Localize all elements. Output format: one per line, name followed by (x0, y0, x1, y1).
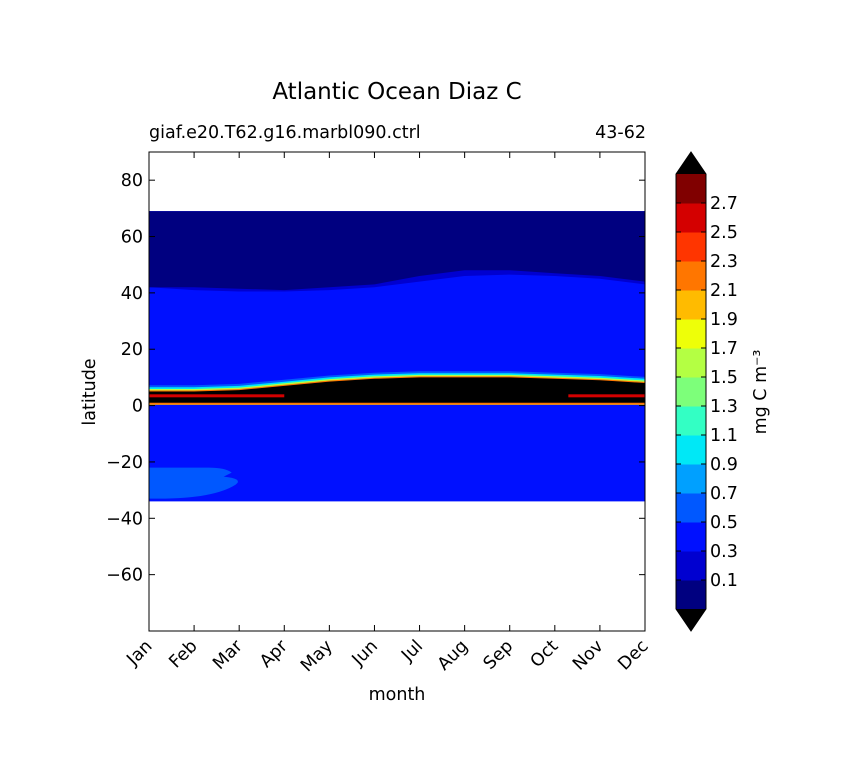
x-tick-label: Feb (166, 636, 202, 672)
colorbar-segment (676, 435, 706, 465)
colorbar-tick-label: 1.3 (710, 397, 738, 417)
colorbar-tick-label: 2.3 (710, 252, 738, 272)
colorbar-tick-label: 1.7 (710, 339, 738, 359)
axes-frame (148, 151, 646, 632)
colorbar-label: mg C m⁻³ (751, 350, 771, 435)
colorbar-segment (676, 261, 706, 291)
contour-region-north-low (149, 211, 645, 291)
x-tick-label: Jun (348, 636, 382, 670)
y-tick-label: 80 (121, 171, 143, 191)
colorbar-tick-label: 2.1 (710, 281, 738, 301)
x-tick-label: Oct (527, 636, 563, 672)
y-tick-label: 60 (121, 228, 143, 248)
contour-fields (149, 211, 645, 502)
x-tick-label: Apr (256, 636, 292, 672)
x-tick-label: Sep (480, 636, 517, 673)
contour-region-south-patch (149, 467, 238, 499)
colorbar-segment (676, 406, 706, 436)
chart-title: Atlantic Ocean Diaz C (272, 79, 521, 105)
colorbar-tick-label: 0.7 (710, 484, 738, 504)
chart-subtitle-right: 43-62 (595, 123, 646, 143)
colorbar-segment (676, 319, 706, 349)
x-tick-label: Nov (569, 636, 607, 674)
colorbar-extend-min (676, 609, 706, 631)
y-tick-label: −40 (106, 509, 143, 529)
colorbar-segment (676, 232, 706, 262)
colorbar-tick-label: 1.5 (710, 368, 738, 388)
x-axis-label: month (369, 685, 426, 705)
colorbar-segment (676, 522, 706, 552)
plot-area: Jan Feb Mar Apr May Jun Jul Aug Sep Oct Nov Dec 80 60… (106, 151, 653, 676)
x-tick-label: Jul (397, 636, 427, 666)
colorbar-tick-label: 0.9 (710, 455, 738, 475)
x-tick-label: Jan (123, 636, 157, 670)
colorbar-segment (676, 290, 706, 320)
colorbar-segment (676, 174, 706, 204)
y-tick-label: −60 (106, 566, 143, 586)
colorbar-tick-label: 2.7 (710, 194, 738, 214)
colorbar-segment (676, 203, 706, 233)
colorbar-segment (676, 464, 706, 494)
x-tick-label: Mar (209, 636, 247, 674)
contour-streak-west (149, 394, 285, 398)
colorbar-segment (676, 348, 706, 378)
y-tick-label: 20 (121, 340, 143, 360)
x-tick-label: May (297, 636, 337, 676)
colorbar-segment (676, 551, 706, 581)
y-axis-label: latitude (80, 358, 100, 425)
colorbar-tick-label: 1.1 (710, 426, 738, 446)
x-tick-label: Aug (434, 636, 472, 674)
contour-streak-east (568, 394, 645, 398)
colorbar-tick-label: 0.1 (710, 571, 738, 591)
colorbar: 0.1 0.3 0.5 0.7 0.9 1.1 1.3 1.5 1.7 1.9 2.1 2.3 2.5 2… (675, 151, 738, 632)
colorbar-segment (676, 493, 706, 523)
chart-subtitle-left: giaf.e20.T62.g16.marbl090.ctrl (149, 123, 421, 143)
colorbar-outline (675, 151, 707, 632)
x-tick-label: Dec (614, 636, 652, 674)
colorbar-segment (676, 580, 706, 610)
colorbar-tick-label: 0.3 (710, 542, 738, 562)
y-tick-label: −20 (106, 453, 143, 473)
colorbar-tick-label: 2.5 (710, 223, 738, 243)
colorbar-extend-max (676, 152, 706, 174)
y-tick-label: 40 (121, 284, 143, 304)
colorbar-tick-label: 1.9 (710, 310, 738, 330)
colorbar-segment (676, 377, 706, 407)
colorbar-tick-label: 0.5 (710, 513, 738, 533)
y-tick-label: 0 (132, 397, 143, 417)
